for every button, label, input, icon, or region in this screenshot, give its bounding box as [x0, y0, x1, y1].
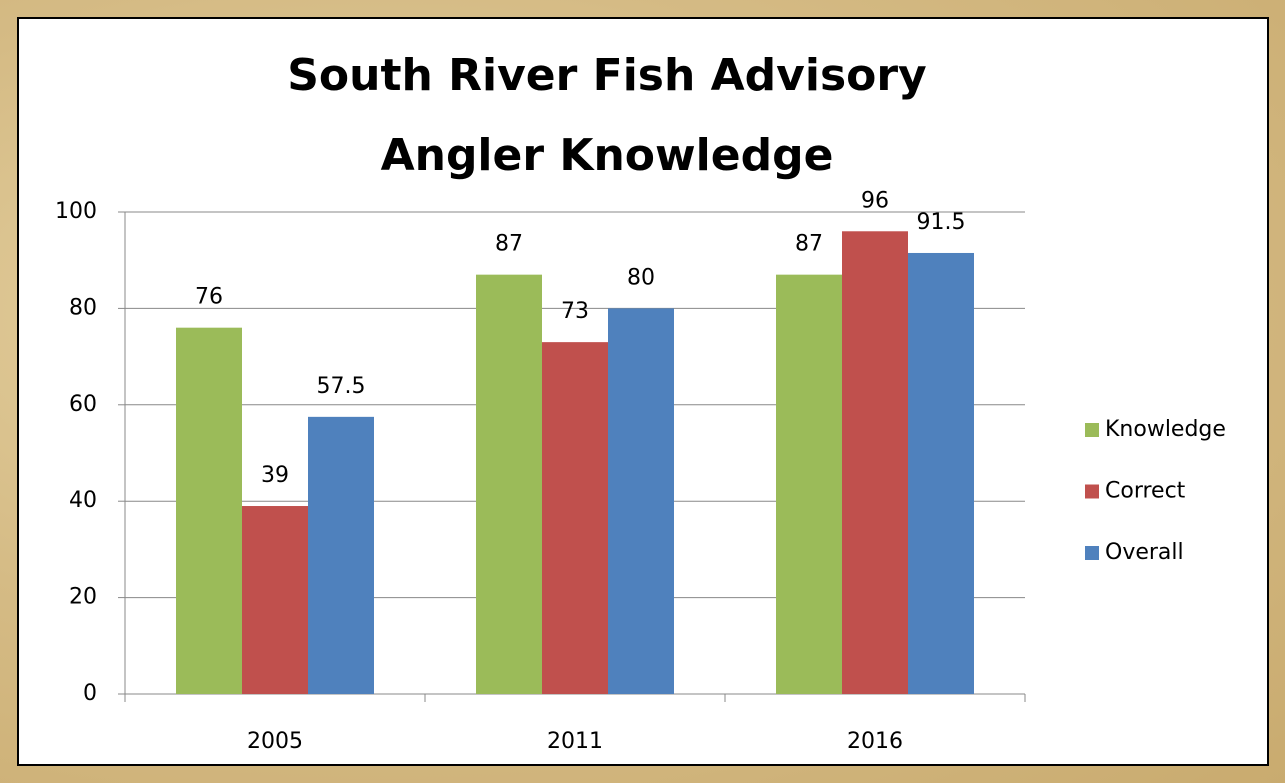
legend-label: Correct [1105, 479, 1186, 504]
x-tick-label: 2016 [847, 729, 903, 754]
x-tick-label: 2011 [547, 729, 603, 754]
y-tick-label: 60 [69, 392, 97, 417]
value-label: 87 [495, 232, 523, 257]
bar [308, 416, 374, 694]
value-label: 91.5 [917, 210, 966, 235]
bar [608, 308, 674, 694]
chart-title: Angler Knowledge [381, 130, 834, 181]
value-label: 80 [627, 265, 655, 290]
value-label: 57.5 [317, 374, 366, 399]
legend-label: Overall [1105, 540, 1184, 565]
value-label: 39 [261, 463, 289, 488]
bar [476, 274, 542, 694]
value-label: 76 [195, 285, 223, 310]
bar [908, 252, 974, 694]
legend-swatch [1085, 484, 1099, 499]
y-tick-label: 100 [55, 199, 97, 224]
bar [242, 506, 308, 694]
y-tick-label: 40 [69, 488, 97, 513]
bar [776, 274, 842, 694]
y-tick-label: 0 [83, 681, 97, 706]
legend-swatch [1085, 546, 1099, 560]
legend-swatch [1085, 423, 1099, 437]
bar [842, 231, 908, 694]
legend-label: Knowledge [1105, 417, 1226, 442]
bar [176, 327, 242, 694]
chart-title: South River Fish Advisory [287, 50, 927, 101]
value-label: 87 [795, 232, 823, 257]
value-label: 96 [861, 188, 889, 213]
y-tick-label: 80 [69, 295, 97, 320]
y-tick-label: 20 [69, 585, 97, 610]
value-label: 73 [561, 299, 589, 324]
bar [542, 342, 608, 694]
x-tick-label: 2005 [247, 729, 303, 754]
